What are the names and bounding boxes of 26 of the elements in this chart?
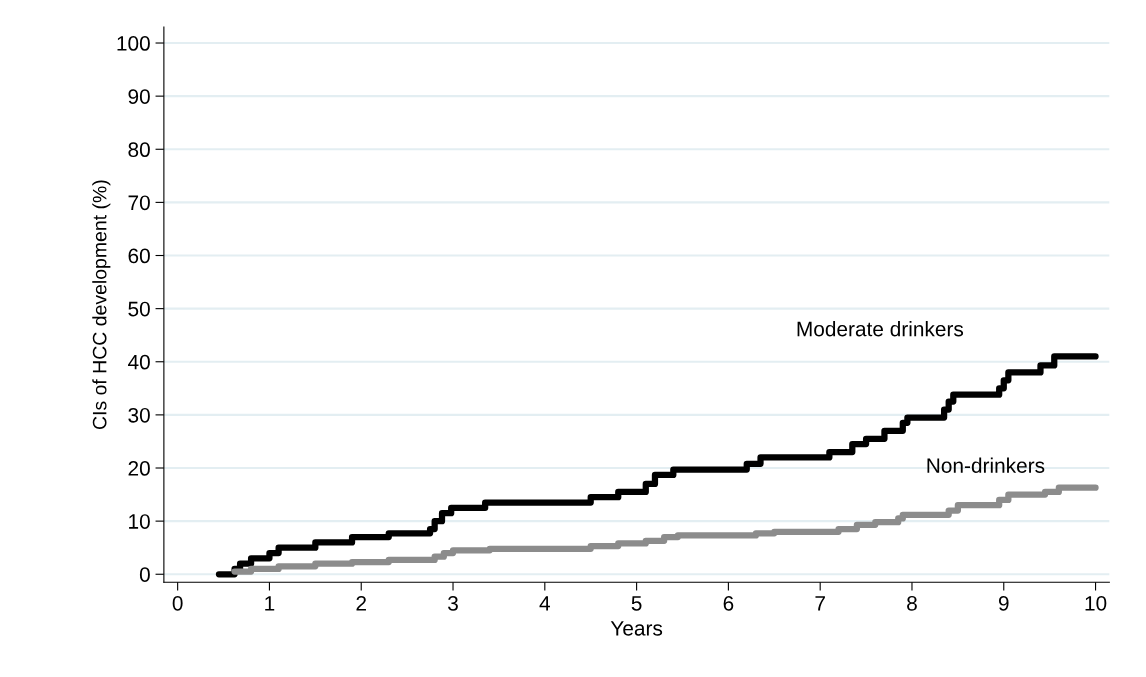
y-tick-label: 50 bbox=[128, 301, 150, 317]
x-tick-label: 8 bbox=[907, 595, 917, 611]
y-tick-label: 70 bbox=[128, 195, 150, 211]
y-tick-label: 60 bbox=[128, 248, 150, 264]
y-tick-label: 90 bbox=[128, 89, 150, 104]
y-tick-label: 20 bbox=[128, 461, 150, 476]
x-tick-label: 7 bbox=[815, 596, 825, 611]
x-tick-label: 4 bbox=[539, 596, 550, 611]
x-axis-title: Years bbox=[610, 621, 663, 636]
x-tick-label: 2 bbox=[356, 595, 366, 611]
series-label: Non-drinkers bbox=[927, 457, 1045, 473]
x-tick-label: 5 bbox=[631, 596, 642, 611]
y-tick-label: 0 bbox=[139, 567, 150, 583]
y-tick-label: 40 bbox=[127, 354, 150, 370]
x-tick-label: 10 bbox=[1085, 595, 1107, 611]
x-tick-label: 9 bbox=[998, 595, 1009, 611]
x-tick-label: 3 bbox=[448, 595, 458, 611]
y-tick-label: 30 bbox=[128, 407, 150, 423]
x-tick-label: 0 bbox=[172, 595, 183, 611]
x-tick-label: 6 bbox=[723, 595, 734, 611]
y-tick-label: 80 bbox=[128, 142, 150, 158]
text: Moderate drinkers bbox=[797, 321, 964, 337]
x-tick-label: 1 bbox=[265, 596, 275, 611]
y-tick-label: 10 bbox=[129, 514, 150, 529]
y-tick-label: 100 bbox=[117, 36, 150, 51]
y-axis-title: CIs of HCC development (%) bbox=[92, 180, 111, 430]
